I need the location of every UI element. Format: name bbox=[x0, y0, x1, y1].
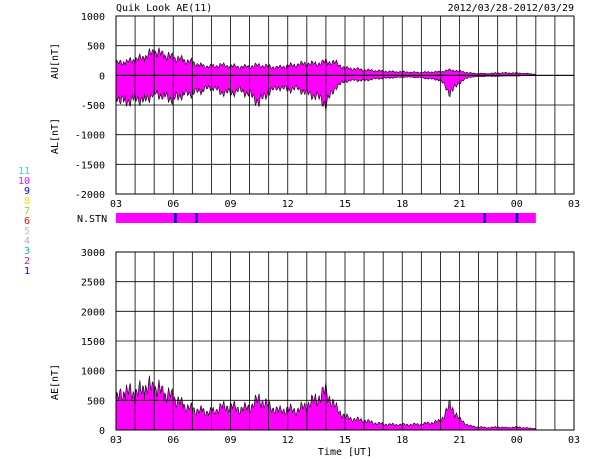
au-ylabel: AU[nT] bbox=[50, 43, 61, 79]
ae-ytick-label: 3000 bbox=[81, 248, 105, 259]
ae-ytick-label: 2500 bbox=[81, 278, 105, 289]
stn-dip-marker bbox=[195, 213, 198, 223]
legend-station-1: 1 bbox=[24, 266, 30, 277]
legend-station-9: 9 bbox=[24, 186, 30, 197]
au-al-ytick-label: -500 bbox=[81, 101, 105, 112]
ae-panel: 3000 2500 2000 1500 1000 500 0 03 06 09 12 15 18 21 00… bbox=[50, 248, 580, 446]
au-al-xtick-label: 03 bbox=[568, 199, 580, 210]
al-ylabel: AL[nT] bbox=[50, 118, 61, 154]
ae-xtick-label: 18 bbox=[396, 435, 408, 446]
au-al-ytick-label: -1000 bbox=[75, 131, 105, 142]
legend-station-8: 8 bbox=[24, 196, 30, 207]
ae-xtick-label: 00 bbox=[511, 435, 523, 446]
legend-station-3: 3 bbox=[24, 246, 30, 257]
legend-station-2: 2 bbox=[24, 256, 30, 267]
au-al-xtick-label: 03 bbox=[110, 199, 122, 210]
au-al-ytick-label: 0 bbox=[99, 71, 105, 82]
legend-station-6: 6 bbox=[24, 216, 30, 227]
chart-date-range: 2012/03/28-2012/03/29 bbox=[448, 3, 574, 14]
au-al-xtick-label: 06 bbox=[167, 199, 179, 210]
stn-dip-marker bbox=[483, 213, 486, 223]
ae-ytick-label: 1500 bbox=[81, 337, 105, 348]
ae-xtick-label: 03 bbox=[568, 435, 580, 446]
ae-xtick-label: 03 bbox=[110, 435, 122, 446]
ae-frame bbox=[115, 251, 575, 431]
au-al-xtick-label: 12 bbox=[282, 199, 294, 210]
legend-station-4: 4 bbox=[24, 236, 30, 247]
x-axis-title: Time [UT] bbox=[318, 447, 372, 458]
ae-xtick-label: 09 bbox=[224, 435, 236, 446]
ae-ytick-label: 1000 bbox=[81, 367, 105, 378]
ae-ytick-label: 500 bbox=[87, 396, 105, 407]
legend-station-10: 10 bbox=[18, 176, 30, 187]
au-al-xtick-label: 18 bbox=[396, 199, 408, 210]
au-al-ytick-label: -2000 bbox=[75, 190, 105, 201]
au-al-xtick-label: 00 bbox=[511, 199, 523, 210]
ae-ytick-label: 0 bbox=[99, 426, 105, 437]
au-al-panel: 1000 500 0 -500 -1000 -1500 -2000 03 06 09 12 15 18 2… bbox=[50, 12, 580, 210]
stn-label: N.STN bbox=[77, 214, 107, 225]
stn-bar bbox=[116, 213, 536, 223]
legend-station-11: 11 bbox=[18, 166, 30, 177]
legend-station-7: 7 bbox=[24, 206, 30, 217]
legend-station-5: 5 bbox=[24, 226, 30, 237]
au-al-ytick-label: -1500 bbox=[75, 160, 105, 171]
ae-ytick-label: 2000 bbox=[81, 307, 105, 318]
station-count-panel: N.STN bbox=[77, 213, 536, 225]
ae-xtick-label: 12 bbox=[282, 435, 294, 446]
ae-xtick-label: 21 bbox=[453, 435, 465, 446]
au-al-ytick-label: 500 bbox=[87, 42, 105, 53]
chart-title: Quik Look AE(11) bbox=[116, 3, 212, 14]
stn-dip-marker bbox=[515, 213, 519, 223]
au-al-xtick-label: 15 bbox=[339, 199, 351, 210]
ae-xtick-label: 06 bbox=[167, 435, 179, 446]
au-al-frame bbox=[115, 15, 575, 195]
stn-dip-marker bbox=[174, 213, 177, 223]
au-al-ytick-label: 1000 bbox=[81, 12, 105, 23]
ae-xtick-label: 15 bbox=[339, 435, 351, 446]
ae-ylabel: AE[nT] bbox=[50, 364, 61, 400]
au-al-xtick-label: 21 bbox=[453, 199, 465, 210]
au-al-xtick-label: 09 bbox=[224, 199, 236, 210]
